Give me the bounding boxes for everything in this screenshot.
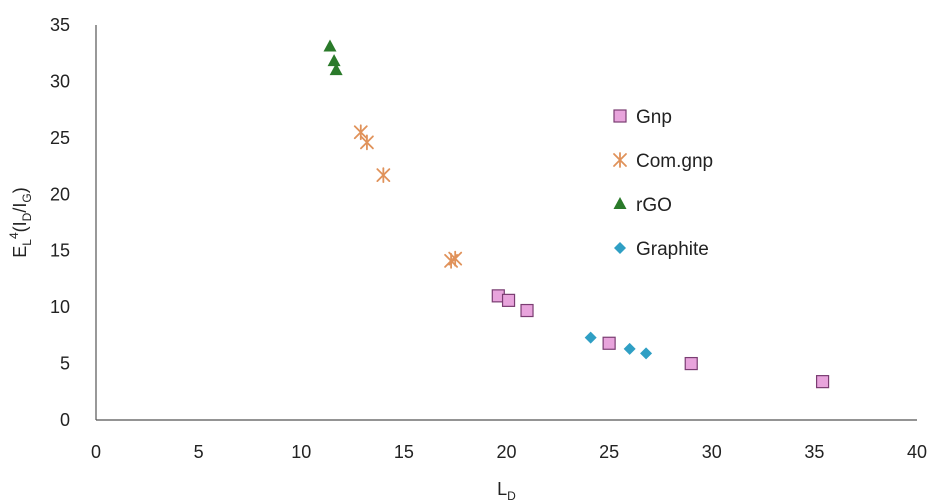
graphite-point [640, 347, 653, 360]
x-tick-label: 35 [804, 442, 824, 462]
rgo-point [327, 54, 341, 67]
x-tick-labels: 0 5 10 15 20 25 30 35 40 [91, 442, 927, 462]
x-tick-label: 30 [702, 442, 722, 462]
legend-marker-com-gnp [613, 152, 627, 168]
legend-label-gnp: Gnp [636, 107, 672, 128]
y-title-l-sub: L [20, 239, 34, 246]
rgo-point [323, 39, 337, 52]
y-tick-labels: 0 5 10 15 20 25 30 35 [50, 15, 70, 430]
x-tick-label: 10 [291, 442, 311, 462]
y-title-close: ) [10, 187, 30, 193]
graphite-point [584, 331, 597, 344]
rgo-point [329, 63, 343, 76]
x-tick-label: 20 [496, 442, 516, 462]
legend-label-rgo: rGO [636, 195, 672, 216]
y-tick-label: 5 [60, 354, 70, 374]
y-tick-label: 35 [50, 15, 70, 35]
legend-marker-graphite [614, 242, 626, 254]
gnp-point [520, 303, 534, 318]
y-tick-label: 15 [50, 241, 70, 261]
gnp-point [815, 375, 830, 389]
y-tick-label: 0 [60, 410, 70, 430]
y-title-e: E [10, 246, 30, 258]
y-tick-label: 20 [50, 184, 70, 204]
graphite-point [623, 342, 636, 355]
x-tick-label: 25 [599, 442, 619, 462]
legend-label-graphite: Graphite [636, 239, 709, 260]
y-axis-title: EL4(ID/IG) [7, 187, 34, 257]
com-gnp-point [448, 250, 463, 267]
gnp-point [684, 356, 698, 371]
gnp-point [602, 336, 616, 350]
x-axis-title: LD [497, 479, 516, 503]
x-tick-label: 15 [394, 442, 414, 462]
legend-marker-rgo [613, 197, 627, 209]
legend-label-com-gnp: Com.gnp [636, 151, 713, 172]
x-axis-title-main: L [497, 479, 507, 499]
y-title-d-sub: D [20, 212, 34, 221]
com-gnp-point [360, 134, 374, 151]
x-axis-title-sub: D [507, 489, 516, 503]
com-gnp-point [376, 167, 391, 184]
data-points [323, 39, 830, 389]
legend-marker-gnp [613, 109, 627, 123]
y-title-4-sup: 4 [7, 232, 21, 239]
y-tick-label: 10 [50, 297, 70, 317]
y-title-open: (I [10, 221, 30, 232]
y-tick-label: 30 [50, 71, 70, 91]
y-title-g-sub: G [20, 193, 34, 202]
x-tick-label: 0 [91, 442, 101, 462]
legend: Gnp Com.gnp rGO Graphite [613, 107, 713, 260]
x-tick-label: 40 [907, 442, 927, 462]
gnp-point [501, 293, 516, 307]
axes [95, 25, 917, 421]
y-title-slash: /I [10, 203, 30, 213]
x-tick-label: 5 [194, 442, 204, 462]
y-tick-label: 25 [50, 128, 70, 148]
